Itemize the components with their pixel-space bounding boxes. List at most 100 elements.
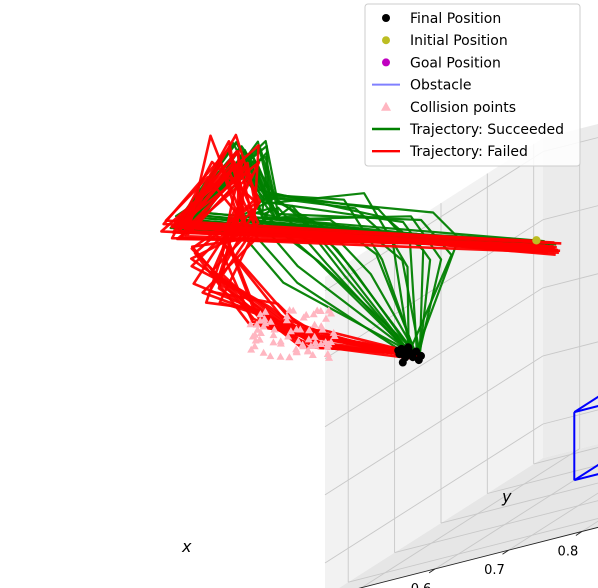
collision-point-marker — [252, 320, 261, 328]
final-position-marker — [412, 347, 421, 356]
x-tick-label: 0.8 — [558, 545, 579, 560]
collision-point-marker — [325, 353, 334, 361]
trajectory-failed-line — [171, 149, 539, 357]
grid-y-floor — [348, 518, 598, 583]
grid-x-floor — [508, 492, 598, 551]
collision-point-marker — [286, 327, 295, 335]
collision-point-marker — [276, 352, 285, 360]
x-axis-label: x — [181, 537, 192, 556]
obstacle-edge — [573, 463, 598, 482]
collision-point-marker — [270, 325, 279, 333]
tick-labels: 0.50.60.70.80.9−0.10.00.10.20.30.80.91.0… — [411, 545, 579, 588]
x-tick-mark — [428, 568, 436, 574]
legend-entry-label: Trajectory: Failed — [409, 144, 528, 160]
legend-entry-label: Collision points — [410, 100, 516, 116]
legend-dot-marker — [382, 14, 390, 22]
final-position-marker — [394, 346, 403, 355]
grid-z-left — [324, 151, 544, 291]
obstacle-edge — [574, 473, 598, 482]
collision-point-marker — [318, 325, 327, 333]
collision-point-marker — [310, 332, 319, 340]
collision-point-marker — [256, 310, 265, 318]
trajectories-failed — [160, 133, 562, 360]
legend-entry-label: Final Position — [410, 11, 501, 27]
collision-point-marker — [251, 336, 260, 344]
x-tick-mark — [575, 531, 583, 536]
grid-y-floor — [394, 500, 598, 554]
legend-dot-marker — [382, 58, 390, 67]
grid-z-left — [324, 423, 544, 564]
collision-point-marker — [311, 341, 320, 349]
legend-entry-label: Obstacle — [410, 78, 471, 94]
grid-z-left — [324, 287, 544, 428]
collision-points — [246, 306, 339, 361]
obstacle-edge — [574, 405, 598, 414]
grid-y-floor — [487, 464, 598, 494]
trajectory-failed-line — [178, 161, 549, 354]
pane-back — [543, 123, 598, 458]
final-position-marker — [404, 346, 413, 355]
x-tick-label: 0.6 — [411, 582, 432, 588]
collision-point-marker — [256, 316, 265, 324]
y-axis-label: y — [501, 487, 512, 506]
final-position-marker — [398, 358, 407, 367]
collision-point-marker — [316, 307, 325, 314]
obstacle-edge — [573, 395, 598, 413]
collision-point-marker — [276, 339, 285, 347]
collision-point-marker — [285, 353, 294, 361]
collision-point-marker — [309, 310, 318, 318]
collision-point-marker — [308, 351, 317, 358]
collision-point-marker — [323, 350, 332, 357]
collision-point-marker — [266, 317, 275, 325]
grid-z-left — [324, 355, 544, 496]
collision-point-marker — [303, 347, 312, 355]
x-axis-line — [358, 526, 598, 588]
obstacle-box — [573, 395, 598, 482]
collision-point-marker — [298, 340, 307, 348]
x-tick-label: 0.7 — [484, 563, 505, 578]
collision-point-marker — [310, 320, 319, 328]
axis-lines — [358, 526, 598, 588]
x-tick-mark — [502, 549, 509, 555]
collision-point-marker — [330, 332, 339, 339]
collision-point-marker — [248, 332, 257, 340]
collision-point-marker — [261, 319, 270, 327]
collision-point-marker — [261, 307, 270, 315]
grid-x-floor — [434, 464, 598, 570]
collision-point-marker — [259, 348, 268, 356]
grid-y-floor — [533, 447, 598, 465]
initial-position-marker — [532, 236, 541, 245]
position-markers — [394, 236, 541, 367]
legend-entry-label: Trajectory: Succeeded — [409, 122, 564, 138]
collision-point-marker — [269, 338, 278, 346]
legend-box — [364, 3, 581, 167]
trajectory-failed-line — [177, 163, 555, 354]
collision-point-marker — [324, 306, 333, 314]
collision-point-marker — [283, 312, 291, 320]
gridlines — [324, 128, 598, 588]
collision-point-marker — [292, 347, 301, 355]
legend-entry-label: Initial Position — [410, 33, 508, 49]
legend-entry-label: Goal Position — [410, 55, 501, 71]
grid-x-floor — [361, 448, 580, 588]
collision-point-marker — [246, 320, 255, 328]
legend-dot-marker — [382, 36, 390, 45]
legend: Final Position Initial Position Goal Posit… — [364, 3, 581, 167]
collision-point-marker — [260, 314, 269, 322]
collision-point-marker — [296, 325, 305, 333]
collision-point-marker — [327, 338, 335, 345]
collision-point-marker — [250, 342, 259, 350]
collision-point-marker — [253, 325, 262, 333]
collision-point-marker — [322, 314, 330, 322]
collision-point-marker — [284, 332, 293, 340]
collision-point-marker — [304, 335, 313, 343]
collision-point-marker — [285, 306, 294, 314]
collision-point-marker — [294, 337, 303, 345]
collision-point-marker — [269, 331, 278, 339]
grid-y-floor — [440, 482, 598, 524]
collision-point-marker — [266, 352, 275, 360]
collision-point-marker — [282, 316, 291, 324]
collision-point-marker — [305, 326, 314, 334]
collision-point-marker — [302, 310, 311, 318]
